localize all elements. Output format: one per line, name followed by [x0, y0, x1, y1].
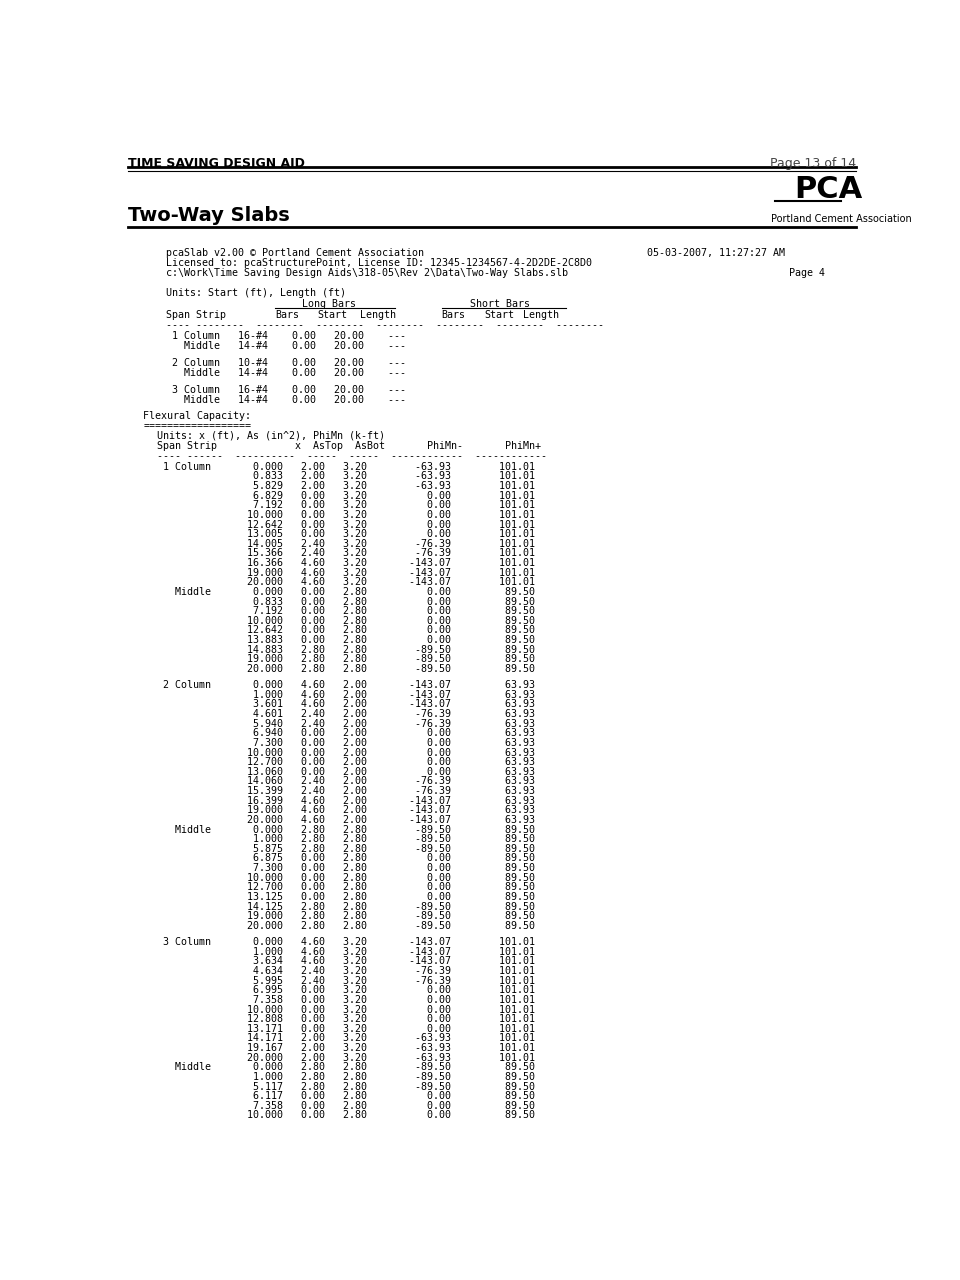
Text: TIME SAVING DESIGN AID: TIME SAVING DESIGN AID	[128, 157, 304, 170]
Text: 12.700   0.00   2.00          0.00         63.93: 12.700 0.00 2.00 0.00 63.93	[157, 758, 536, 767]
Text: Middle       0.000   0.00   2.80          0.00         89.50: Middle 0.000 0.00 2.80 0.00 89.50	[157, 586, 536, 596]
Text: 7.358   0.00   2.80          0.00         89.50: 7.358 0.00 2.80 0.00 89.50	[157, 1101, 536, 1111]
Text: 10.000   0.00   2.80          0.00         89.50: 10.000 0.00 2.80 0.00 89.50	[157, 1111, 536, 1120]
Text: ---- ------  ----------  -----  -----  ------------  ------------: ---- ------ ---------- ----- ----- -----…	[157, 451, 547, 461]
Text: 2 Column   10-#4    0.00   20.00    ---: 2 Column 10-#4 0.00 20.00 ---	[166, 357, 406, 367]
Text: Bars: Bars	[275, 310, 299, 320]
Text: c:\Work\Time Saving Design Aids\318-05\Rev 2\Data\Two-Way Slabs.slb: c:\Work\Time Saving Design Aids\318-05\R…	[166, 268, 568, 278]
Text: PCA: PCA	[794, 175, 862, 204]
Text: 5.117   2.80   2.80        -89.50         89.50: 5.117 2.80 2.80 -89.50 89.50	[157, 1082, 536, 1092]
Text: pcaSlab v2.00 © Portland Cement Association: pcaSlab v2.00 © Portland Cement Associat…	[166, 247, 424, 257]
Text: 13.005   0.00   3.20          0.00        101.01: 13.005 0.00 3.20 0.00 101.01	[157, 529, 536, 539]
Text: 7.192   0.00   3.20          0.00        101.01: 7.192 0.00 3.20 0.00 101.01	[157, 500, 536, 511]
Text: 20.000   2.80   2.80        -89.50         89.50: 20.000 2.80 2.80 -89.50 89.50	[157, 920, 536, 931]
Text: 10.000   0.00   3.20          0.00        101.01: 10.000 0.00 3.20 0.00 101.01	[157, 509, 536, 520]
Text: 14.883   2.80   2.80        -89.50         89.50: 14.883 2.80 2.80 -89.50 89.50	[157, 645, 536, 654]
Text: Long Bars: Long Bars	[302, 300, 356, 310]
Text: Start: Start	[318, 310, 348, 320]
Text: 5.829   2.00   3.20        -63.93        101.01: 5.829 2.00 3.20 -63.93 101.01	[157, 481, 536, 492]
Text: 3 Column       0.000   4.60   3.20       -143.07        101.01: 3 Column 0.000 4.60 3.20 -143.07 101.01	[157, 937, 536, 947]
Text: ---- --------  --------  --------  --------  --------  --------  --------: ---- -------- -------- -------- --------…	[166, 320, 605, 330]
Text: Short Bars: Short Bars	[469, 300, 530, 310]
Text: Middle   14-#4    0.00   20.00    ---: Middle 14-#4 0.00 20.00 ---	[166, 340, 406, 351]
Text: 3 Column   16-#4    0.00   20.00    ---: 3 Column 16-#4 0.00 20.00 ---	[166, 385, 406, 394]
Text: Bars: Bars	[442, 310, 466, 320]
Text: 5.995   2.40   3.20        -76.39        101.01: 5.995 2.40 3.20 -76.39 101.01	[157, 975, 536, 986]
Text: Middle   14-#4    0.00   20.00    ---: Middle 14-#4 0.00 20.00 ---	[166, 394, 406, 404]
Text: Licensed to: pcaStructurePoint, License ID: 12345-1234567-4-2D2DE-2C8D0: Licensed to: pcaStructurePoint, License …	[166, 257, 592, 268]
Text: 12.808   0.00   3.20          0.00        101.01: 12.808 0.00 3.20 0.00 101.01	[157, 1014, 536, 1024]
Text: 5.940   2.40   2.00        -76.39         63.93: 5.940 2.40 2.00 -76.39 63.93	[157, 719, 536, 728]
Text: 20.000   2.80   2.80        -89.50         89.50: 20.000 2.80 2.80 -89.50 89.50	[157, 664, 536, 673]
Text: 16.366   4.60   3.20       -143.07        101.01: 16.366 4.60 3.20 -143.07 101.01	[157, 558, 536, 568]
Text: Flexural Capacity:: Flexural Capacity:	[143, 411, 252, 421]
Text: 1 Column   16-#4    0.00   20.00    ---: 1 Column 16-#4 0.00 20.00 ---	[166, 330, 406, 340]
Text: Length: Length	[360, 310, 396, 320]
Text: Page 13 of 14: Page 13 of 14	[770, 157, 856, 170]
Text: 13.883   0.00   2.80          0.00         89.50: 13.883 0.00 2.80 0.00 89.50	[157, 635, 536, 645]
Text: 14.060   2.40   2.00        -76.39         63.93: 14.060 2.40 2.00 -76.39 63.93	[157, 777, 536, 786]
Text: 13.125   0.00   2.80          0.00         89.50: 13.125 0.00 2.80 0.00 89.50	[157, 892, 536, 902]
Text: 15.399   2.40   2.00        -76.39         63.93: 15.399 2.40 2.00 -76.39 63.93	[157, 786, 536, 796]
Text: 19.000   2.80   2.80        -89.50         89.50: 19.000 2.80 2.80 -89.50 89.50	[157, 911, 536, 922]
Text: 10.000   0.00   3.20          0.00        101.01: 10.000 0.00 3.20 0.00 101.01	[157, 1005, 536, 1015]
Text: Span Strip: Span Strip	[166, 310, 227, 320]
Text: 0.833   0.00   2.80          0.00         89.50: 0.833 0.00 2.80 0.00 89.50	[157, 596, 536, 607]
Text: 1.000   2.80   2.80        -89.50         89.50: 1.000 2.80 2.80 -89.50 89.50	[157, 1071, 536, 1082]
Text: Middle   14-#4    0.00   20.00    ---: Middle 14-#4 0.00 20.00 ---	[166, 367, 406, 378]
Text: 20.000   2.00   3.20        -63.93        101.01: 20.000 2.00 3.20 -63.93 101.01	[157, 1052, 536, 1062]
Text: 14.005   2.40   3.20        -76.39        101.01: 14.005 2.40 3.20 -76.39 101.01	[157, 539, 536, 549]
Text: Units: x (ft), As (in^2), PhiMn (k-ft): Units: x (ft), As (in^2), PhiMn (k-ft)	[157, 431, 385, 440]
Text: 14.171   2.00   3.20        -63.93        101.01: 14.171 2.00 3.20 -63.93 101.01	[157, 1033, 536, 1043]
Text: 7.358   0.00   3.20          0.00        101.01: 7.358 0.00 3.20 0.00 101.01	[157, 995, 536, 1005]
Text: Start: Start	[484, 310, 515, 320]
Text: 6.940   0.00   2.00          0.00         63.93: 6.940 0.00 2.00 0.00 63.93	[157, 728, 536, 739]
Text: Portland Cement Association: Portland Cement Association	[771, 214, 912, 224]
Text: 6.875   0.00   2.80          0.00         89.50: 6.875 0.00 2.80 0.00 89.50	[157, 854, 536, 864]
Text: Span Strip             x  AsTop  AsBot       PhiMn-       PhiMn+: Span Strip x AsTop AsBot PhiMn- PhiMn+	[157, 442, 541, 451]
Text: 15.366   2.40   3.20        -76.39        101.01: 15.366 2.40 3.20 -76.39 101.01	[157, 548, 536, 558]
Text: 6.829   0.00   3.20          0.00        101.01: 6.829 0.00 3.20 0.00 101.01	[157, 490, 536, 500]
Text: 10.000   0.00   2.00          0.00         63.93: 10.000 0.00 2.00 0.00 63.93	[157, 748, 536, 758]
Text: 7.300   0.00   2.80          0.00         89.50: 7.300 0.00 2.80 0.00 89.50	[157, 863, 536, 873]
Text: 6.117   0.00   2.80          0.00         89.50: 6.117 0.00 2.80 0.00 89.50	[157, 1092, 536, 1101]
Text: 16.399   4.60   2.00       -143.07         63.93: 16.399 4.60 2.00 -143.07 63.93	[157, 796, 536, 805]
Text: 14.125   2.80   2.80        -89.50         89.50: 14.125 2.80 2.80 -89.50 89.50	[157, 901, 536, 911]
Text: 13.171   0.00   3.20          0.00        101.01: 13.171 0.00 3.20 0.00 101.01	[157, 1024, 536, 1034]
Text: 10.000   0.00   2.80          0.00         89.50: 10.000 0.00 2.80 0.00 89.50	[157, 616, 536, 626]
Text: Middle       0.000   2.80   2.80        -89.50         89.50: Middle 0.000 2.80 2.80 -89.50 89.50	[157, 1062, 536, 1073]
Text: Two-Way Slabs: Two-Way Slabs	[128, 206, 290, 225]
Text: 4.634   2.40   3.20        -76.39        101.01: 4.634 2.40 3.20 -76.39 101.01	[157, 966, 536, 977]
Text: 6.995   0.00   3.20          0.00        101.01: 6.995 0.00 3.20 0.00 101.01	[157, 986, 536, 996]
Text: 5.875   2.80   2.80        -89.50         89.50: 5.875 2.80 2.80 -89.50 89.50	[157, 844, 536, 854]
Text: 19.000   4.60   2.00       -143.07         63.93: 19.000 4.60 2.00 -143.07 63.93	[157, 805, 536, 815]
Text: 1 Column       0.000   2.00   3.20        -63.93        101.01: 1 Column 0.000 2.00 3.20 -63.93 101.01	[157, 462, 536, 472]
Text: 12.642   0.00   3.20          0.00        101.01: 12.642 0.00 3.20 0.00 101.01	[157, 520, 536, 530]
Text: 0.833   2.00   3.20        -63.93        101.01: 0.833 2.00 3.20 -63.93 101.01	[157, 471, 536, 481]
Text: 20.000   4.60   3.20       -143.07        101.01: 20.000 4.60 3.20 -143.07 101.01	[157, 577, 536, 588]
Text: 19.167   2.00   3.20        -63.93        101.01: 19.167 2.00 3.20 -63.93 101.01	[157, 1043, 536, 1053]
Text: 12.642   0.00   2.80          0.00         89.50: 12.642 0.00 2.80 0.00 89.50	[157, 626, 536, 635]
Text: 4.601   2.40   2.00        -76.39         63.93: 4.601 2.40 2.00 -76.39 63.93	[157, 709, 536, 719]
Text: 1.000   4.60   3.20       -143.07        101.01: 1.000 4.60 3.20 -143.07 101.01	[157, 947, 536, 957]
Text: Units: Start (ft), Length (ft): Units: Start (ft), Length (ft)	[166, 288, 347, 298]
Text: ==================: ==================	[143, 421, 252, 431]
Text: 2 Column       0.000   4.60   2.00       -143.07         63.93: 2 Column 0.000 4.60 2.00 -143.07 63.93	[157, 680, 536, 690]
Text: 1.000   4.60   2.00       -143.07         63.93: 1.000 4.60 2.00 -143.07 63.93	[157, 690, 536, 700]
Text: 20.000   4.60   2.00       -143.07         63.93: 20.000 4.60 2.00 -143.07 63.93	[157, 815, 536, 826]
Text: 13.060   0.00   2.00          0.00         63.93: 13.060 0.00 2.00 0.00 63.93	[157, 767, 536, 777]
Text: 05-03-2007, 11:27:27 AM: 05-03-2007, 11:27:27 AM	[647, 247, 785, 257]
Text: 19.000   4.60   3.20       -143.07        101.01: 19.000 4.60 3.20 -143.07 101.01	[157, 567, 536, 577]
Text: 3.634   4.60   3.20       -143.07        101.01: 3.634 4.60 3.20 -143.07 101.01	[157, 956, 536, 966]
Text: 12.700   0.00   2.80          0.00         89.50: 12.700 0.00 2.80 0.00 89.50	[157, 882, 536, 892]
Text: 7.300   0.00   2.00          0.00         63.93: 7.300 0.00 2.00 0.00 63.93	[157, 739, 536, 748]
Text: 7.192   0.00   2.80          0.00         89.50: 7.192 0.00 2.80 0.00 89.50	[157, 607, 536, 616]
Text: 19.000   2.80   2.80        -89.50         89.50: 19.000 2.80 2.80 -89.50 89.50	[157, 654, 536, 664]
Text: 10.000   0.00   2.80          0.00         89.50: 10.000 0.00 2.80 0.00 89.50	[157, 873, 536, 883]
Text: 3.601   4.60   2.00       -143.07         63.93: 3.601 4.60 2.00 -143.07 63.93	[157, 699, 536, 709]
Text: Middle       0.000   2.80   2.80        -89.50         89.50: Middle 0.000 2.80 2.80 -89.50 89.50	[157, 824, 536, 835]
Text: 1.000   2.80   2.80        -89.50         89.50: 1.000 2.80 2.80 -89.50 89.50	[157, 835, 536, 845]
Text: Length: Length	[523, 310, 559, 320]
Text: Page 4: Page 4	[789, 268, 826, 278]
